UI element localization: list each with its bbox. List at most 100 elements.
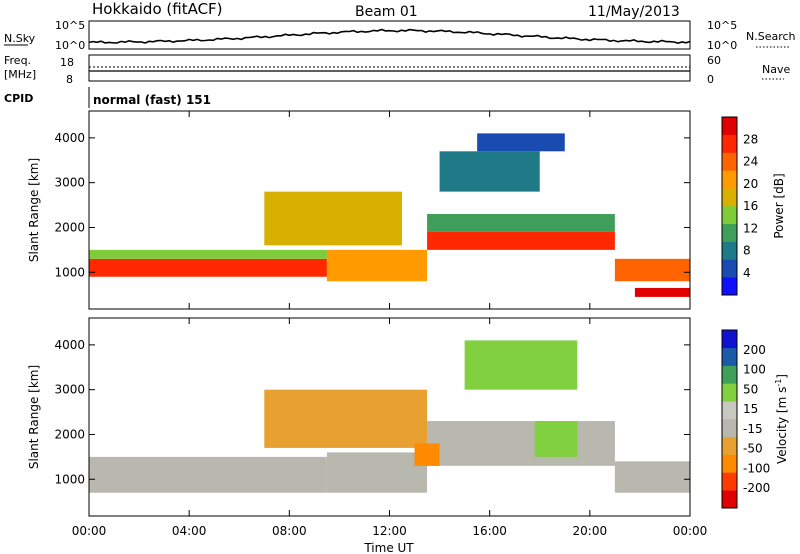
velocity-colorbar-cell-2: [722, 454, 737, 473]
power-colorbar-cell-6: [722, 170, 737, 189]
velocity-colorbar-cell-8: [722, 347, 737, 366]
velocity-colorbar-label-end: ]: [775, 374, 789, 379]
power-ytick-label-2: 3000: [54, 176, 85, 190]
velocity-y-axis-label: Slant Range [km]: [27, 365, 41, 469]
power-band-5: [614, 258, 690, 282]
power-colorbar-cell-9: [722, 117, 737, 136]
velocity-colorbar-cell-5: [722, 401, 737, 420]
power-colorbar-cell-8: [722, 134, 737, 153]
vel-band-6: [534, 421, 578, 457]
velocity-colorbar-tick-5: 50: [743, 382, 758, 396]
power-colorbar-tick-6: 28: [743, 132, 758, 146]
power-band-0: [89, 258, 327, 277]
vel-band-7: [464, 340, 578, 390]
power-plot: 1000 2000 3000 4000 Slant Range [km]: [27, 110, 691, 310]
power-band-9: [477, 133, 565, 152]
cpid-text: normal (fast) 151: [93, 93, 211, 107]
power-colorbar-cell-1: [722, 259, 737, 278]
power-colorbar-cells: [722, 117, 737, 296]
x-tick-label-5: 20:00: [573, 524, 608, 538]
power-colorbar-label: Power [dB]: [772, 173, 786, 238]
power-band-8: [439, 151, 540, 192]
freq-tick-8: 8: [66, 73, 73, 86]
vel-band-1: [326, 452, 428, 493]
power-colorbar-tick-4: 20: [743, 177, 758, 191]
velocity-colorbar-tick-6: 100: [743, 363, 766, 377]
nsearch-label: N.Search: [746, 30, 796, 43]
nsky-trace: [88, 28, 691, 45]
x-tick-label-2: 08:00: [272, 524, 307, 538]
nave-label: Nave: [762, 63, 790, 76]
vel-band-5: [414, 443, 440, 466]
power-ytick-label-1: 2000: [54, 220, 85, 234]
power-colorbar-frame: [721, 116, 738, 296]
velocity-cells: [89, 340, 690, 493]
velocity-colorbar-cell-7: [722, 365, 737, 384]
freq-label-line2: [MHz]: [4, 68, 36, 81]
vel-ytick-label-3: 4000: [54, 338, 85, 352]
velocity-colorbar-tick-2: -50: [743, 442, 763, 456]
velocity-plot: 1000 2000 3000 4000 Slant Range [km]: [27, 317, 691, 517]
velocity-colorbar-cell-6: [722, 383, 737, 402]
power-cells: [89, 133, 690, 297]
power-ytick-label-3: 4000: [54, 131, 85, 145]
x-tick-label-6: 00:00: [673, 524, 708, 538]
nsky-tick-top: 10^5: [55, 19, 85, 32]
power-xticks: [88, 111, 691, 309]
power-colorbar-tick-3: 16: [743, 199, 758, 213]
power-colorbar-cell-4: [722, 206, 737, 225]
nsky-panel: N.Sky 10^5 10^0 10^5 10^0 N.Search: [4, 19, 796, 52]
x-tick-labels: 00:00 04:00 08:00 12:00 16:00 20:00 00:00: [72, 524, 708, 538]
beam-label: Beam 01: [355, 4, 418, 20]
power-band-7: [264, 191, 403, 246]
freq-panel: Freq. [MHz] 18 8 60 0 Nave: [4, 54, 790, 86]
freq-label-line1: Freq.: [4, 54, 31, 67]
velocity-colorbar-cell-0: [722, 490, 737, 509]
velocity-colorbar-cells: [722, 330, 737, 509]
nsky-tick-bottom: 10^0: [55, 39, 85, 52]
power-colorbar-tick-1: 8: [743, 244, 751, 258]
velocity-colorbar-tick-4: 15: [743, 402, 758, 416]
power-colorbar-tick-5: 24: [743, 155, 758, 169]
velocity-xticks: [88, 318, 691, 516]
velocity-colorbar-tick-3: -15: [743, 422, 763, 436]
freq-frame: [88, 54, 691, 82]
power-band-3: [427, 231, 615, 250]
velocity-colorbar-label-sup: -1: [774, 379, 783, 387]
vel-band-0: [89, 456, 327, 493]
station-title: Hokkaido (fitACF): [92, 0, 223, 18]
nsearch-tick-bottom: 10^0: [707, 39, 737, 52]
power-colorbar-ticks: 4 8 12 16 20 24 28: [743, 132, 758, 280]
power-band-1: [89, 249, 327, 259]
vel-ytick-label-2: 3000: [54, 383, 85, 397]
power-colorbar-cell-2: [722, 241, 737, 260]
velocity-colorbar-tick-0: -200: [743, 481, 770, 495]
power-colorbar: 4 8 12 16 20 24 28 Power [dB]: [721, 116, 786, 296]
velocity-colorbar-tick-7: 200: [743, 343, 766, 357]
nave-tick-60: 60: [707, 54, 721, 67]
x-tick-label-3: 12:00: [372, 524, 407, 538]
velocity-colorbar-cell-1: [722, 472, 737, 491]
nave-tick-0: 0: [707, 73, 714, 86]
power-colorbar-tick-0: 4: [743, 266, 751, 280]
power-colorbar-tick-2: 12: [743, 221, 758, 235]
velocity-colorbar-cell-9: [722, 330, 737, 349]
power-colorbar-cell-0: [722, 277, 737, 296]
x-tick-label-1: 04:00: [172, 524, 207, 538]
velocity-colorbar-cell-3: [722, 436, 737, 455]
cpid-label: CPID: [4, 92, 33, 105]
vel-band-2: [427, 421, 615, 466]
power-colorbar-cell-3: [722, 223, 737, 242]
x-axis-label: Time UT: [363, 541, 414, 554]
velocity-colorbar-label: Velocity [m s-1]: [774, 374, 789, 464]
velocity-yticks: 1000 2000 3000 4000: [54, 338, 690, 486]
nsky-frame: [88, 20, 691, 50]
velocity-colorbar: -200 -100 -50 -15 15 50 100 200 Velocity [m s-1…: [721, 329, 789, 509]
vel-ytick-label-0: 1000: [54, 472, 85, 486]
date-label: 11/May/2013: [588, 4, 680, 20]
freq-tick-18: 18: [60, 56, 74, 69]
velocity-colorbar-ticks: -200 -100 -50 -15 15 50 100 200: [743, 343, 770, 495]
vel-ytick-label-1: 2000: [54, 427, 85, 441]
power-ytick-label-0: 1000: [54, 265, 85, 279]
